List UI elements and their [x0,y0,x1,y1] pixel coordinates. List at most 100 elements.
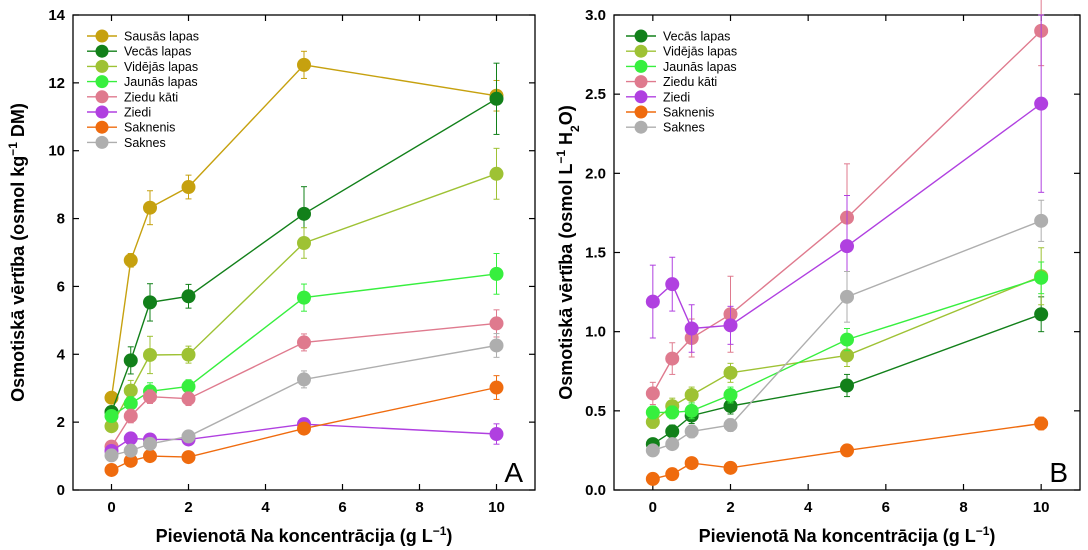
data-point [840,378,854,393]
y-tick-label: 14 [48,7,65,24]
data-point [123,443,138,458]
data-point [181,289,196,304]
data-point [665,424,680,439]
data-point [297,236,311,250]
data-point [123,453,138,468]
y-tick-label: 0 [57,482,65,499]
legend-label: Jaunās lapas [663,60,737,74]
data-point [181,379,196,394]
y-tick-label: 3.0 [585,7,606,24]
y-tick-label: 2.5 [585,86,606,103]
data-point [1034,416,1049,431]
y-tick-label: 2.0 [585,165,606,182]
data-point [123,431,138,446]
data-point [181,347,196,362]
data-point [684,321,699,336]
legend-marker [95,90,109,104]
data-point [489,266,504,281]
data-point [297,421,311,436]
data-point [181,391,196,406]
data-point [665,277,680,292]
data-point [723,318,738,333]
legend-label: Vidējās lapas [124,60,198,74]
data-point [123,253,138,268]
data-point [645,294,660,309]
data-point [123,353,138,368]
data-point [489,166,504,181]
data-point [181,429,196,444]
x-tick-label: 8 [415,499,423,516]
panel-b: 0 2 4 6 8 10 0.0 0.5 1.0 1.5 2.0 2.5 3.0 Pievienotā N… [554,0,1081,546]
data-point [123,409,138,424]
y-tick-label: 12 [48,75,65,92]
x-tick-label: 2 [184,499,192,516]
data-point [489,338,504,353]
x-tick-label: 4 [261,499,270,516]
data-point [665,351,680,366]
data-point [645,471,660,486]
x-tick-label: 10 [488,499,505,516]
series-7 [104,375,504,477]
data-point [723,365,738,380]
legend-marker [634,29,648,43]
data-point [840,289,854,304]
legend-marker [95,29,109,43]
y-tick-label: 4 [57,346,66,363]
data-point [123,383,138,398]
data-point [489,91,504,106]
legend-label: Saknes [663,121,705,135]
data-point [297,57,311,72]
plot-frame [72,14,536,491]
legend-label: Ziedi [663,90,690,104]
data-point [143,200,157,215]
data-point [181,450,196,465]
data-point [723,388,738,402]
legend-marker [95,44,109,58]
x-axis-label: Pievienotā Na koncentrācija (g L−1) [699,524,996,546]
series-7 [645,199,1049,458]
x-tick-label: 4 [804,499,813,516]
x-tick-label: 0 [107,499,115,516]
data-point [645,405,660,420]
legend-marker [634,75,648,89]
legend-marker [634,105,648,119]
series-2 [104,62,504,419]
data-point [297,290,311,305]
legend-marker [634,90,648,104]
data-point [104,462,119,477]
data-point [684,388,699,402]
data-point [840,332,854,347]
data-point [143,347,157,362]
y-tick-label: 1.0 [585,324,606,341]
x-tick-label: 10 [1033,499,1050,516]
legend-label: Ziedi [124,106,151,120]
y-tick-label: 10 [48,143,65,160]
y-axis-label: Osmotiskā vērtība (osmol kg−1 DM) [6,103,28,402]
data-point [104,448,119,463]
panel-letter: A [504,457,523,488]
legend-label: Sausās lapas [124,30,199,44]
data-point [840,239,854,254]
data-point [123,396,138,411]
data-point [104,419,119,434]
data-point [1034,307,1049,322]
series-6 [645,416,1049,486]
data-point [645,386,660,401]
data-point [297,372,311,387]
data-point [297,335,311,350]
legend-marker [634,44,648,58]
y-axis-label: Osmotiskā vērtība (osmol L−1 H2O) [554,105,582,399]
legend-label: Ziedu kāti [124,90,178,104]
legend-label: Vidējās lapas [663,45,737,59]
legend-label: Saknenis [663,106,714,120]
data-point [723,399,738,414]
data-point [684,403,699,418]
data-point [684,424,699,439]
data-point [489,427,504,442]
data-point [489,380,504,395]
legend-label: Saknes [124,136,166,150]
x-tick-label: 8 [959,499,967,516]
panel-a: 0 2 4 6 8 10 0 2 4 6 8 10 12 14 Pievienotā Na koncentr… [6,7,536,546]
data-point [143,389,157,404]
